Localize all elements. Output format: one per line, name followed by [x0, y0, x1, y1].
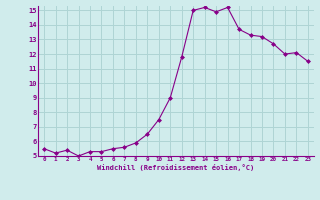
X-axis label: Windchill (Refroidissement éolien,°C): Windchill (Refroidissement éolien,°C) — [97, 164, 255, 171]
